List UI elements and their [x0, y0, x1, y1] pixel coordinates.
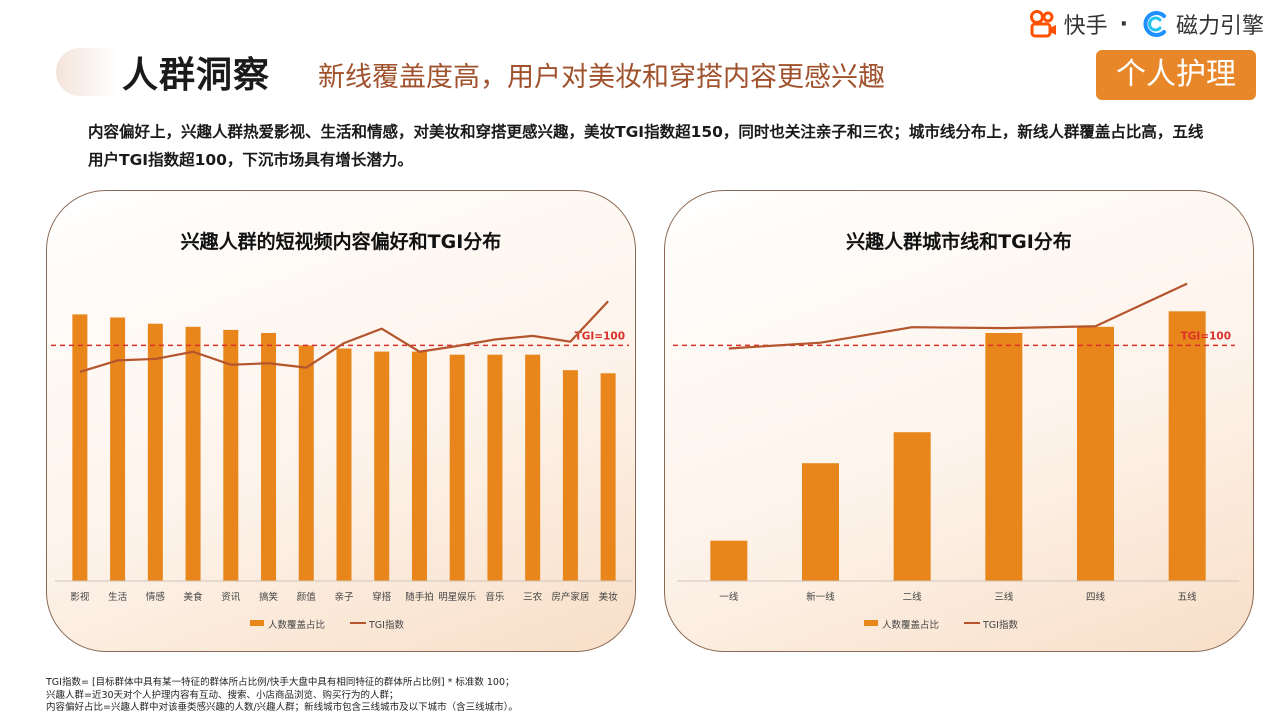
- chart-title: 兴趣人群城市线和TGI分布: [846, 231, 1072, 253]
- engine-logo-text: 磁力引擎: [1175, 14, 1264, 39]
- bar-新一线: [802, 463, 839, 581]
- tick-label-美食: 美食: [184, 591, 204, 603]
- tick-label-三线: 三线: [994, 591, 1014, 603]
- page-title: 人群洞察: [122, 55, 271, 96]
- bar-四线: [1077, 326, 1114, 581]
- brand-logos: 快手 · 磁力引擎: [1028, 8, 1264, 40]
- intro-paragraph: 内容偏好上，兴趣人群热爱影视、生活和情感，对美妆和穿搭更感兴趣，美妆TGI指数超…: [88, 123, 1204, 169]
- bar-房产家居: [562, 370, 578, 581]
- tick-label-颜值: 颜值: [297, 591, 317, 603]
- bar-生活: [110, 317, 126, 581]
- bar-搞笑: [261, 333, 277, 581]
- bar-五线: [1168, 311, 1206, 581]
- tick-label-房产家居: 房产家居: [551, 591, 589, 603]
- tick-label-美妆: 美妆: [599, 591, 619, 603]
- legend-line-label: TGI指数: [368, 619, 404, 631]
- tgi-line: [728, 282, 1188, 350]
- bar-资讯: [223, 329, 239, 581]
- title-decoration: [56, 48, 116, 96]
- tick-label-影视: 影视: [70, 591, 90, 603]
- logo-separator: ·: [1119, 11, 1128, 37]
- content-preference-chart: 影视 生活 情感 美食 资讯 搞笑 颜值 亲子 穿搭 随手拍 明星娱乐 音乐 三农 房产家居 美妆 TGI=1…: [51, 300, 633, 631]
- bar-音乐: [487, 354, 503, 581]
- bar-一线: [710, 540, 748, 581]
- page-subtitle: 新线覆盖度高，用户对美妆和穿搭内容更感兴趣: [318, 62, 885, 93]
- reference-label: TGI=100: [1181, 330, 1231, 342]
- tick-label-生活: 生活: [108, 591, 128, 603]
- tick-label-搞笑: 搞笑: [259, 591, 279, 603]
- bar-情感: [147, 323, 163, 581]
- bar-影视: [72, 314, 88, 581]
- tick-label-资讯: 资讯: [221, 592, 241, 603]
- city-tier-panel: 兴趣人群城市线和TGI分布 一线 新一线 二线 三线 四线 五线 TGI=100 人数覆盖占比…: [664, 190, 1254, 652]
- bar-美妆: [600, 373, 616, 581]
- tick-label-四线: 四线: [1086, 591, 1106, 603]
- category-badge: 个人护理: [1096, 50, 1256, 100]
- bar-随手拍: [411, 351, 427, 581]
- legend-bar-label: 人数覆盖占比: [268, 619, 325, 631]
- kuaishou-logo-icon: [1029, 10, 1056, 38]
- tick-label-一线: 一线: [719, 591, 739, 603]
- footnote-tgi: TGI指数= [目标群体中具有某一特征的群体所占比例/快手大盘中具有相同特征的群…: [46, 677, 515, 688]
- tick-label-二线: 二线: [903, 591, 923, 603]
- kuaishou-logo-text: 快手: [1063, 14, 1108, 39]
- tick-label-新一线: 新一线: [806, 591, 835, 603]
- tick-label-三农: 三农: [523, 591, 543, 603]
- legend-bar-label: 人数覆盖占比: [882, 619, 939, 631]
- reference-label: TGI=100: [575, 330, 625, 342]
- bar-二线: [893, 432, 931, 581]
- tick-label-五线: 五线: [1178, 591, 1198, 603]
- tick-label-穿搭: 穿搭: [372, 591, 392, 603]
- bar-穿搭: [374, 351, 390, 581]
- content-preference-panel: 兴趣人群的短视频内容偏好和TGI分布 影视 生活 情感 美食 资讯 搞笑 颜值 亲子 穿搭 随手拍…: [46, 190, 636, 652]
- bar-三农: [525, 354, 541, 581]
- bar-明星娱乐: [449, 354, 465, 581]
- bar-三线: [985, 333, 1023, 581]
- tick-label-亲子: 亲子: [334, 591, 354, 603]
- tick-label-音乐: 音乐: [485, 591, 505, 603]
- city-tier-chart: 一线 新一线 二线 三线 四线 五线 TGI=100 人数覆盖占比 TGI指数: [673, 282, 1239, 631]
- footnote-audience: 兴趣人群=近30天对个人护理内容有互动、搜索、小店商品浏览、购买行为的人群；: [46, 689, 399, 701]
- footnotes: TGI指数= [目标群体中具有某一特征的群体所占比例/快手大盘中具有相同特征的群…: [46, 677, 518, 715]
- footnote-preference: 内容偏好占比=兴趣人群中对该垂类感兴趣的人数/兴趣人群；新线城市包含三线城市及以…: [46, 702, 518, 713]
- chart-title: 兴趣人群的短视频内容偏好和TGI分布: [180, 231, 502, 253]
- tick-label-明星娱乐: 明星娱乐: [438, 591, 477, 603]
- legend-bar-swatch: [864, 620, 878, 626]
- bar-颜值: [298, 345, 314, 581]
- legend-bar-swatch: [250, 620, 264, 626]
- tick-label-情感: 情感: [146, 591, 166, 603]
- bar-亲子: [336, 348, 352, 581]
- tick-label-随手拍: 随手拍: [405, 591, 434, 603]
- legend-line-label: TGI指数: [982, 619, 1018, 631]
- engine-logo-icon: [1143, 11, 1166, 37]
- bar-美食: [185, 326, 201, 581]
